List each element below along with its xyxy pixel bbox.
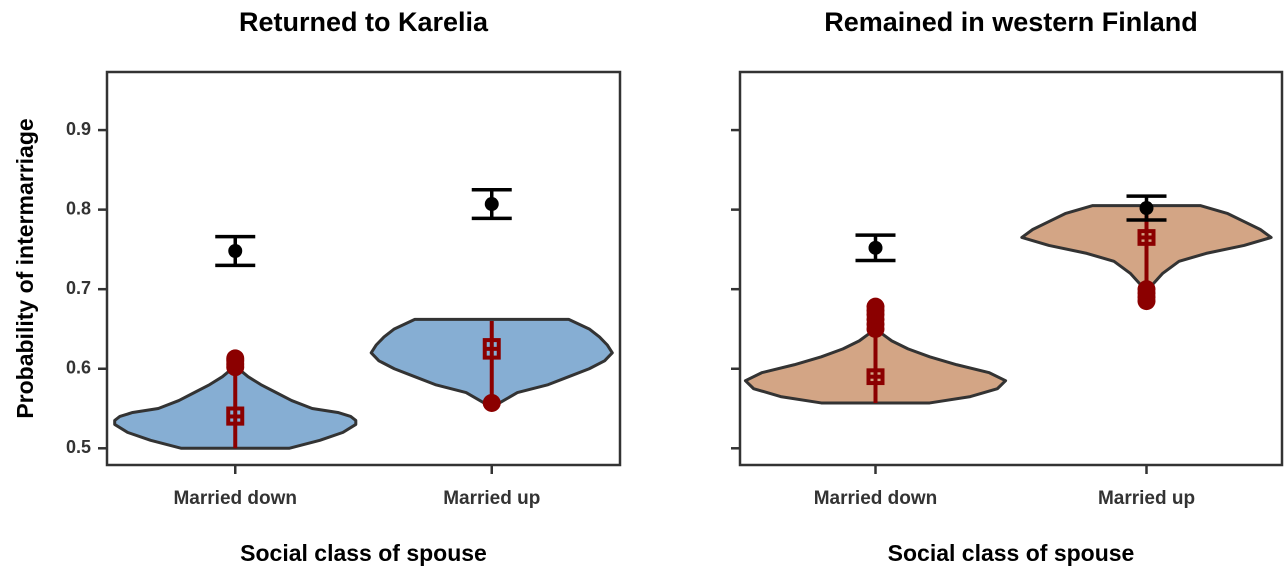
outlier [1137,280,1156,299]
outlier [226,349,245,368]
estimate [868,240,883,255]
chart-title: Returned to Karelia [239,7,489,37]
y-tick-label: 0.5 [66,437,91,457]
outlier [482,393,501,412]
y-axis-title: Probability of intermarriage [12,118,38,418]
plot-frame [105,70,622,467]
x-tick-label: Married down [814,488,938,509]
y-tick-label: 0.6 [66,357,91,377]
x-tick-label: Married up [443,488,540,509]
chart-title: Remained in western Finland [824,7,1198,37]
y-tick-label: 0.7 [66,278,91,298]
estimate [484,197,499,212]
x-axis-title: Social class of spouse [240,540,487,566]
x-tick-label: Married up [1098,488,1195,509]
outlier [866,297,885,316]
y-tick-label: 0.9 [66,119,91,139]
x-tick-label: Married down [173,488,297,509]
plot-frame [738,70,1284,467]
estimate [1139,201,1154,216]
x-axis-title: Social class of spouse [888,540,1135,566]
estimate [228,243,243,258]
y-tick-label: 0.8 [66,198,91,218]
